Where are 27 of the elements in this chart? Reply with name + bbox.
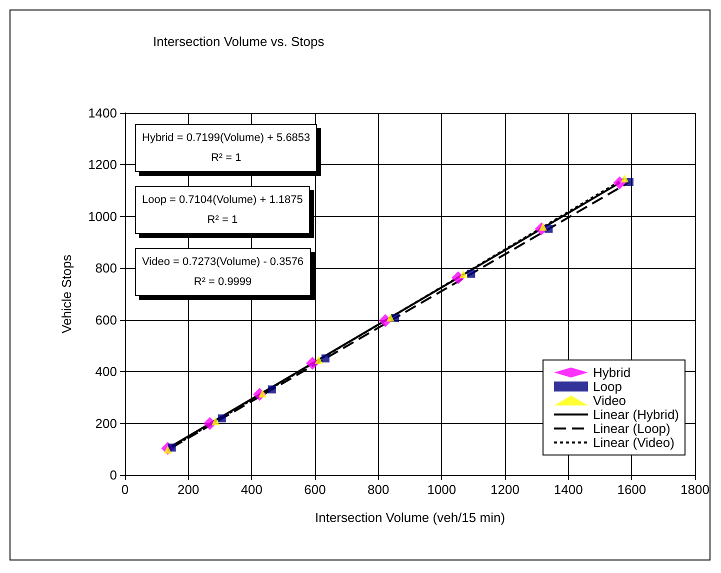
y-axis-title: Vehicle Stops bbox=[59, 254, 74, 334]
x-tick-label: 0 bbox=[121, 482, 129, 497]
y-tick-label: 400 bbox=[95, 364, 117, 380]
x-axis-title: Intersection Volume (veh/15 min) bbox=[314, 510, 506, 525]
legend-label: Linear (Hybrid) bbox=[593, 407, 680, 422]
y-tick-label: 600 bbox=[95, 312, 117, 328]
x-tick-label: 800 bbox=[367, 482, 390, 497]
x-tick-label: 1800 bbox=[680, 482, 710, 497]
legend-label: Linear (Loop) bbox=[593, 421, 670, 436]
x-tick-label: 600 bbox=[304, 482, 326, 497]
legend-label: Loop bbox=[593, 379, 622, 394]
legend-label: Linear (Video) bbox=[593, 435, 674, 450]
y-tick-label: 0 bbox=[110, 468, 117, 482]
x-tick-label: 200 bbox=[177, 482, 200, 497]
legend-label: Hybrid bbox=[593, 365, 631, 380]
y-tick-label: 1200 bbox=[88, 157, 117, 172]
x-tick-label: 1000 bbox=[427, 482, 456, 497]
legend-label: Video bbox=[593, 393, 626, 408]
y-tick-label: 1400 bbox=[88, 106, 117, 120]
y-tick-label: 1000 bbox=[88, 208, 117, 224]
x-tick-label: 1600 bbox=[617, 482, 646, 497]
x-tick-label: 400 bbox=[240, 482, 263, 497]
y-tick-label: 200 bbox=[95, 416, 117, 431]
y-tick-label: 800 bbox=[95, 260, 117, 276]
chart-title: Intersection Volume vs. Stops bbox=[153, 34, 325, 49]
x-tick-label: 1400 bbox=[554, 482, 583, 497]
x-tick-label: 1200 bbox=[490, 482, 520, 497]
